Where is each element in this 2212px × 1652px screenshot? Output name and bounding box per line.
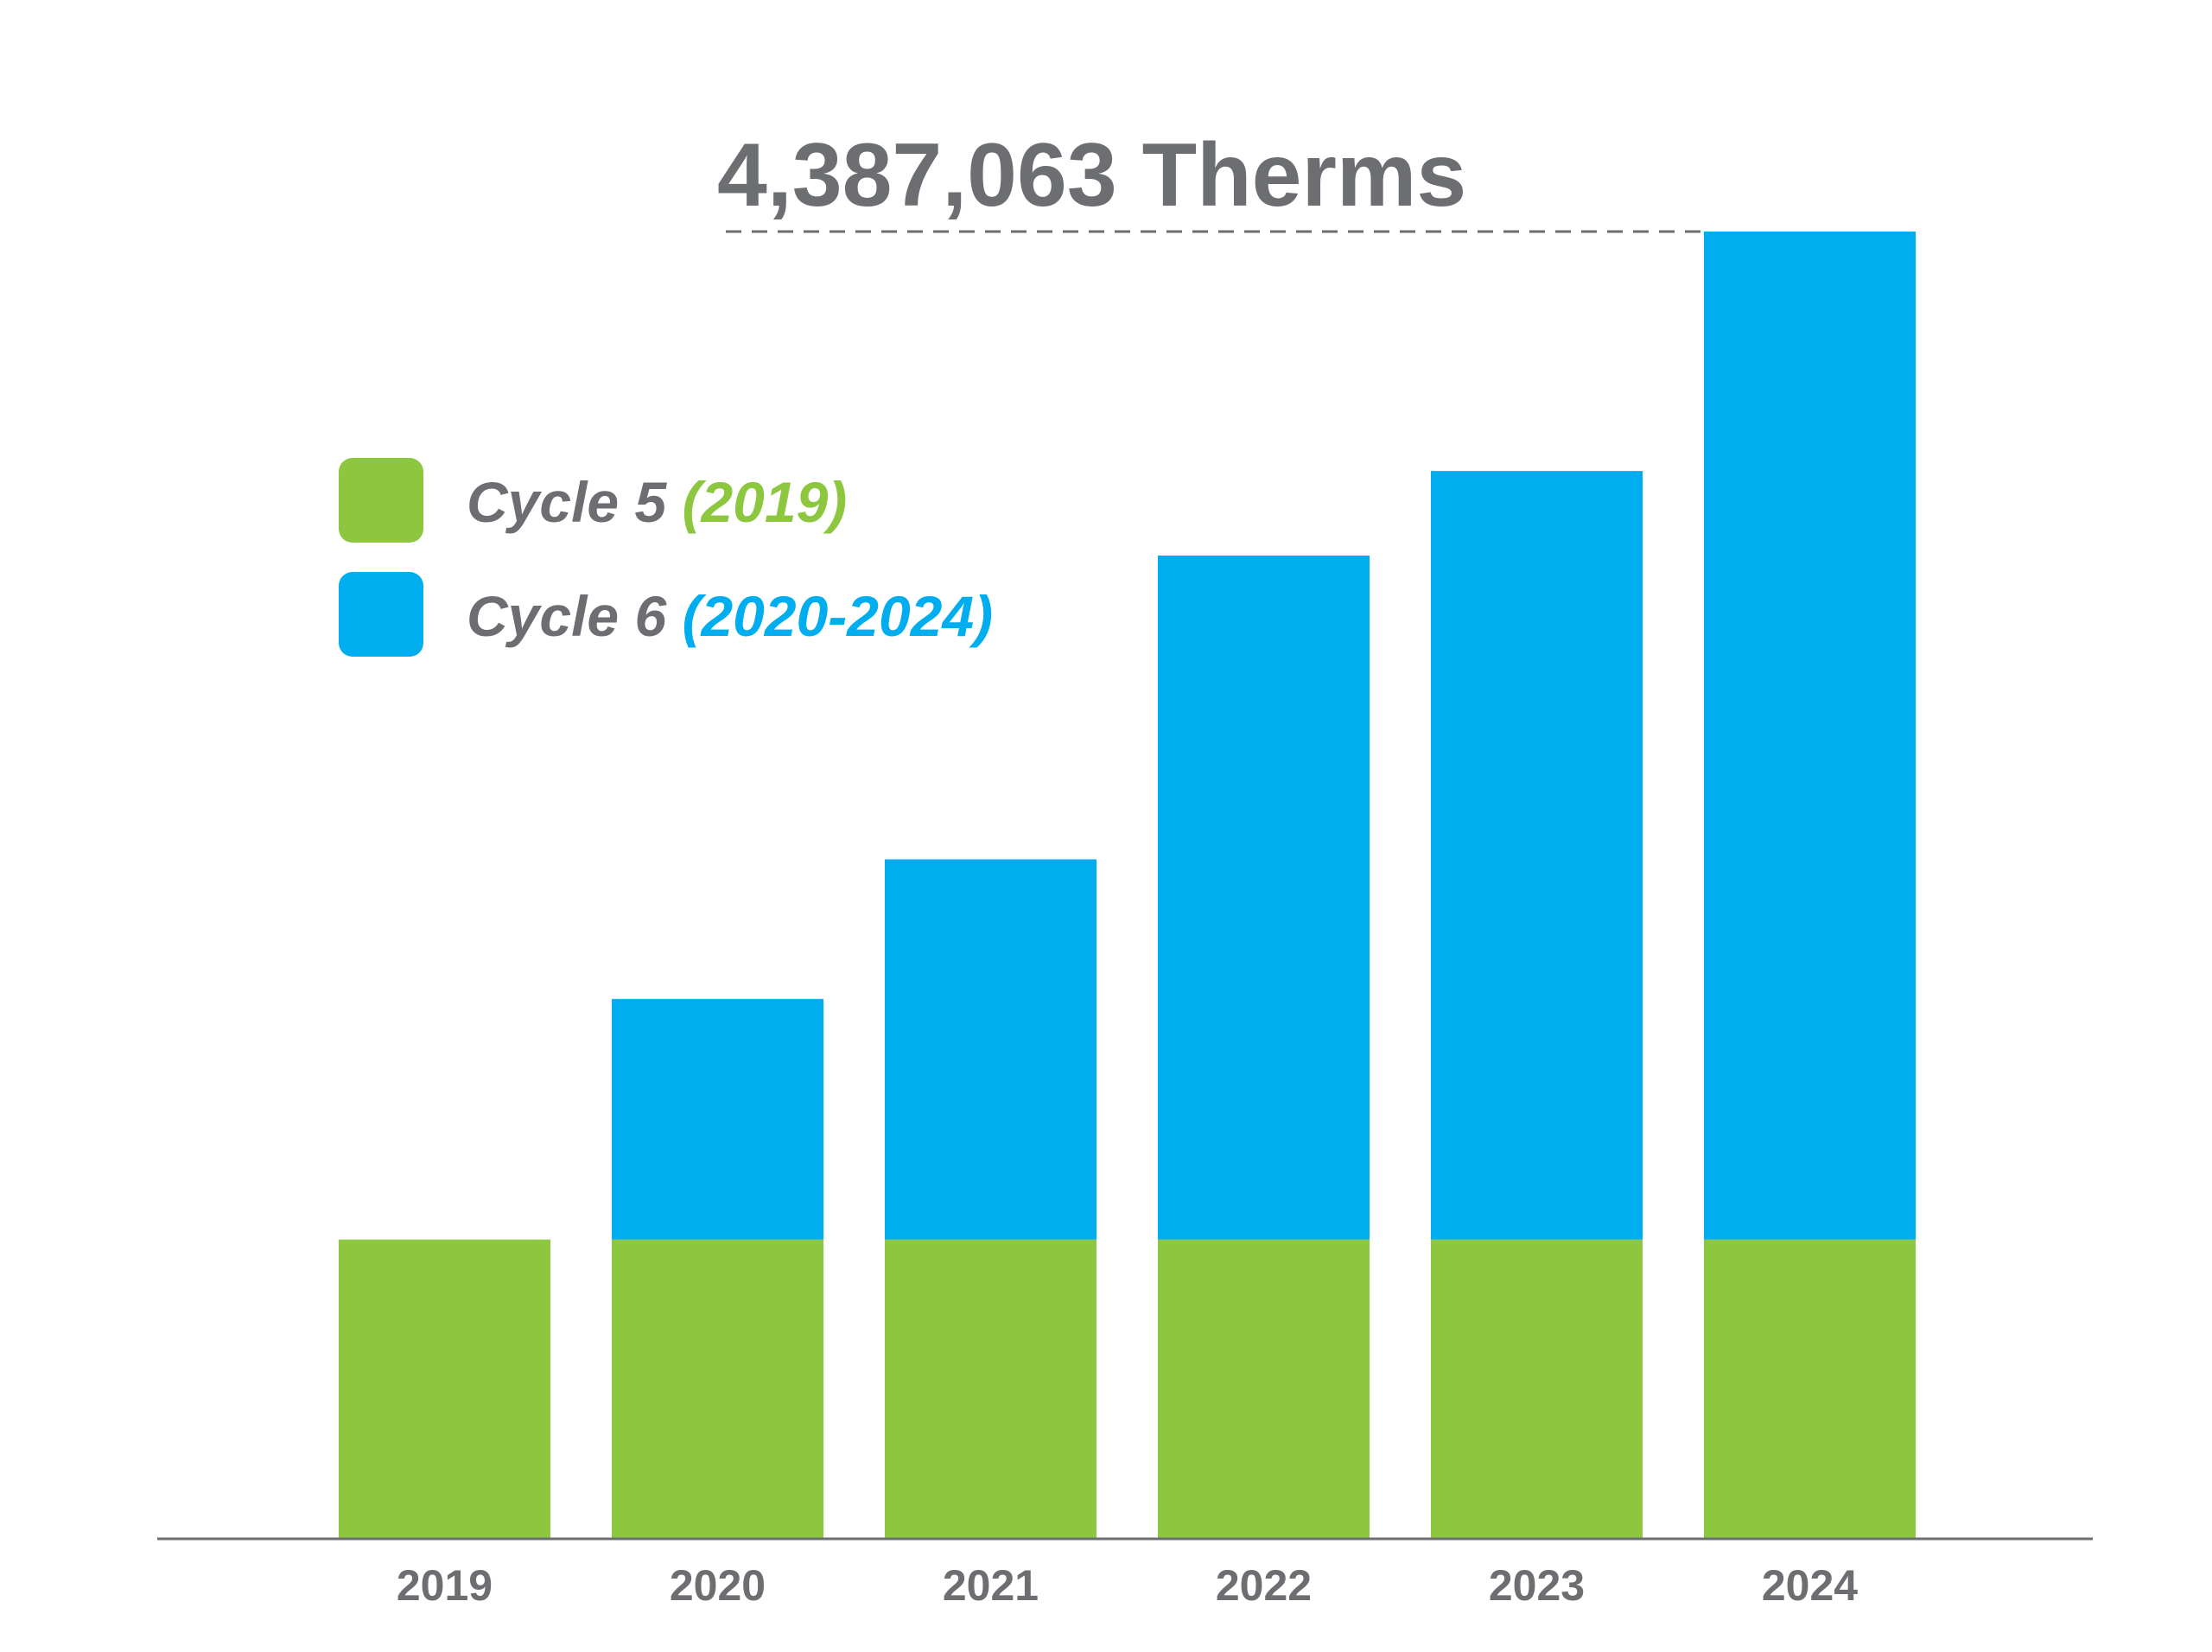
x-tick-label: 2021 bbox=[943, 1561, 1039, 1610]
legend-swatch-1 bbox=[339, 458, 423, 543]
bar-2019-series-1 bbox=[339, 1239, 550, 1538]
legend-years: (2019) bbox=[683, 470, 848, 534]
bar-2020-series-2 bbox=[612, 999, 823, 1240]
x-tick-label: 2019 bbox=[397, 1561, 493, 1610]
x-tick-label: 2024 bbox=[1762, 1561, 1858, 1610]
bar-2024-series-1 bbox=[1704, 1239, 1916, 1538]
bar-2023-series-2 bbox=[1431, 471, 1643, 1240]
legend-label-2: Cycle 6 (2020-2024) bbox=[467, 584, 993, 648]
legend-name: Cycle 5 bbox=[467, 470, 683, 534]
legend-name: Cycle 6 bbox=[467, 584, 683, 648]
x-tick-label: 2023 bbox=[1489, 1561, 1585, 1610]
x-tick-labels: 2019 2020 2021 2022 2023 2024 bbox=[397, 1561, 1858, 1610]
x-tick-label: 2022 bbox=[1216, 1561, 1312, 1610]
bar-2021-series-1 bbox=[885, 1239, 1096, 1538]
bar-2022-series-1 bbox=[1158, 1239, 1370, 1538]
bars-layer bbox=[339, 232, 1916, 1538]
bar-2020-series-1 bbox=[612, 1239, 823, 1538]
total-label: 4,387,063 Therms bbox=[717, 125, 1466, 226]
legend-swatch-2 bbox=[339, 572, 423, 657]
legend: Cycle 5 (2019)Cycle 6 (2020-2024) bbox=[339, 458, 993, 657]
bar-2024-series-2 bbox=[1704, 232, 1916, 1240]
total-annotation: 4,387,063 Therms bbox=[717, 125, 1704, 233]
x-tick-label: 2020 bbox=[670, 1561, 766, 1610]
legend-years: (2020-2024) bbox=[683, 584, 994, 648]
bar-2022-series-2 bbox=[1158, 556, 1370, 1240]
bar-2021-series-2 bbox=[885, 859, 1096, 1240]
legend-label-1: Cycle 5 (2019) bbox=[467, 470, 847, 534]
bar-2023-series-1 bbox=[1431, 1239, 1643, 1538]
